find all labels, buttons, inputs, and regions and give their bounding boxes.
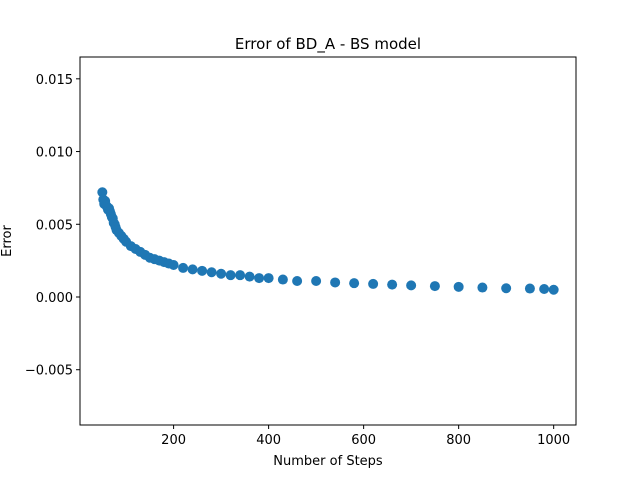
data-point xyxy=(387,279,398,290)
x-axis: 200 400 600 800 1000 xyxy=(161,425,570,448)
data-point xyxy=(277,274,288,285)
data-point xyxy=(292,276,303,286)
y-tick-label: 0.000 xyxy=(36,291,73,306)
data-point xyxy=(548,284,559,295)
x-tick-label: 400 xyxy=(256,433,281,448)
data-point xyxy=(477,282,488,293)
y-axis: −0.005 0.000 0.005 0.010 0.015 xyxy=(25,73,80,379)
x-tick-label: 600 xyxy=(351,433,376,448)
y-tick-label: −0.005 xyxy=(25,364,73,379)
data-point xyxy=(187,264,198,275)
data-point xyxy=(429,281,440,292)
x-tick-label: 800 xyxy=(446,433,471,448)
data-point xyxy=(311,276,322,286)
data-points xyxy=(97,187,559,295)
x-tick-label: 1000 xyxy=(537,433,570,448)
chart-title: Error of BD_A - BS model xyxy=(235,35,421,54)
data-point xyxy=(225,270,236,281)
data-point xyxy=(178,262,189,273)
data-point xyxy=(197,265,208,276)
data-point xyxy=(524,283,535,294)
x-axis-label: Number of Steps xyxy=(273,454,383,469)
data-point xyxy=(254,273,265,284)
plot-frame xyxy=(79,56,577,426)
data-point xyxy=(453,281,464,292)
x-tick-label: 200 xyxy=(161,433,186,448)
data-point xyxy=(349,278,360,289)
data-point xyxy=(235,270,246,281)
y-axis-label: Error xyxy=(0,225,15,257)
data-point xyxy=(216,268,227,279)
data-point xyxy=(368,278,379,289)
data-point xyxy=(406,280,417,291)
y-tick-label: 0.005 xyxy=(36,218,73,233)
data-point xyxy=(501,283,512,294)
data-point xyxy=(330,277,341,288)
data-point xyxy=(168,260,179,270)
data-point xyxy=(244,271,255,282)
y-tick-label: 0.015 xyxy=(36,73,73,88)
data-point xyxy=(97,187,108,198)
data-point xyxy=(539,284,550,294)
y-tick-label: 0.010 xyxy=(36,146,73,161)
data-point xyxy=(263,273,274,284)
data-point xyxy=(206,267,217,278)
